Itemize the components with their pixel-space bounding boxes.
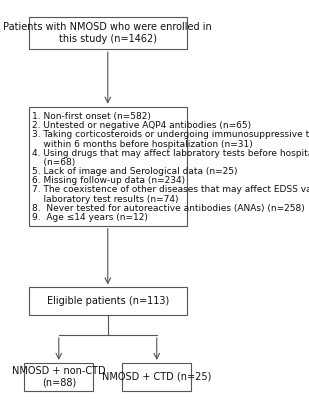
Text: 4. Using drugs that may affect laboratory tests before hospitalization: 4. Using drugs that may affect laborator…: [32, 149, 309, 158]
Text: 3. Taking corticosteroids or undergoing immunosuppressive therapy: 3. Taking corticosteroids or undergoing …: [32, 130, 309, 140]
FancyBboxPatch shape: [29, 287, 187, 315]
Text: 9.  Age ≤14 years (n=12): 9. Age ≤14 years (n=12): [32, 213, 148, 222]
Text: 2. Untested or negative AQP4 antibodies (n=65): 2. Untested or negative AQP4 antibodies …: [32, 121, 251, 130]
Text: Patients with NMOSD who were enrolled in this study (n=1462): Patients with NMOSD who were enrolled in…: [3, 22, 212, 44]
FancyBboxPatch shape: [29, 17, 187, 49]
FancyBboxPatch shape: [24, 363, 93, 391]
Text: laboratory test results (n=74): laboratory test results (n=74): [32, 195, 178, 204]
Text: 6. Missing follow-up data (n=234): 6. Missing follow-up data (n=234): [32, 176, 185, 185]
FancyBboxPatch shape: [29, 107, 187, 226]
Text: 5. Lack of image and Serological data (n=25): 5. Lack of image and Serological data (n…: [32, 167, 237, 176]
Text: NMOSD + CTD (n=25): NMOSD + CTD (n=25): [102, 372, 211, 382]
Text: NMOSD + non-CTD (n=88): NMOSD + non-CTD (n=88): [12, 366, 106, 388]
Text: Eligible patients (n=113): Eligible patients (n=113): [47, 296, 169, 306]
Text: 7. The coexistence of other diseases that may affect EDSS values and: 7. The coexistence of other diseases tha…: [32, 186, 309, 194]
Text: within 6 months before hospitalization (n=31): within 6 months before hospitalization (…: [32, 140, 253, 149]
FancyBboxPatch shape: [122, 363, 191, 391]
Text: 8.  Never tested for autoreactive antibodies (ANAs) (n=258): 8. Never tested for autoreactive antibod…: [32, 204, 305, 213]
Text: (n=68): (n=68): [32, 158, 75, 167]
Text: 1. Non-first onset (n=582): 1. Non-first onset (n=582): [32, 112, 151, 121]
